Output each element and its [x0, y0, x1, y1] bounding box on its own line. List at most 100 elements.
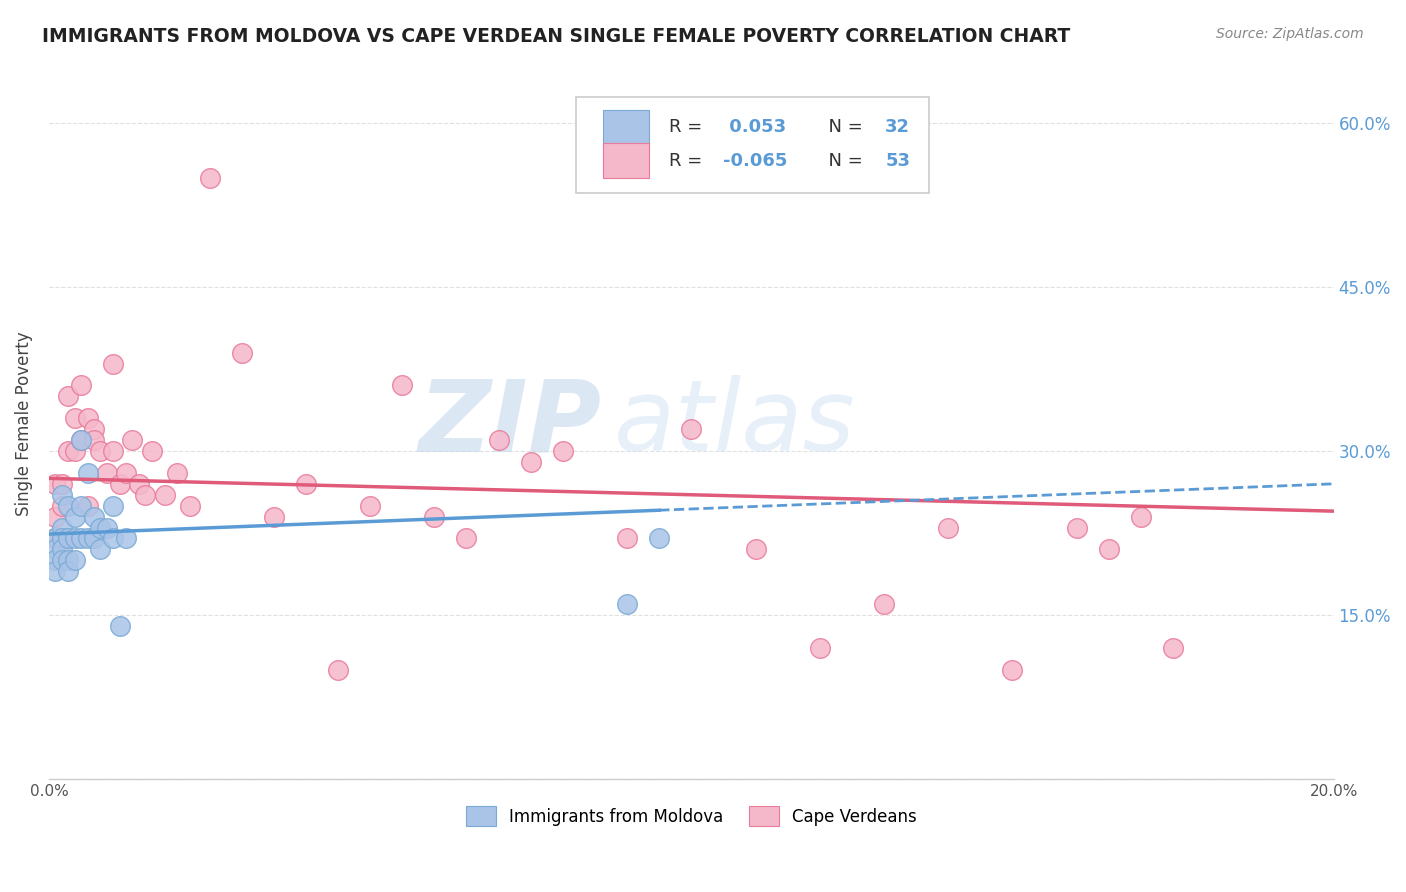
Point — [936, 520, 959, 534]
Point — [108, 619, 131, 633]
Point — [76, 532, 98, 546]
Point — [359, 499, 381, 513]
Point — [70, 532, 93, 546]
Point — [153, 488, 176, 502]
Point — [51, 553, 73, 567]
Point — [76, 466, 98, 480]
Point — [83, 433, 105, 447]
Point — [326, 663, 349, 677]
Point — [70, 433, 93, 447]
Point — [263, 509, 285, 524]
Text: N =: N = — [817, 119, 869, 136]
Y-axis label: Single Female Poverty: Single Female Poverty — [15, 332, 32, 516]
Point — [58, 564, 80, 578]
Point — [295, 476, 318, 491]
Text: 32: 32 — [886, 119, 910, 136]
Point — [519, 455, 541, 469]
Text: ZIP: ZIP — [419, 376, 602, 472]
Point — [58, 389, 80, 403]
Point — [70, 433, 93, 447]
Point — [58, 532, 80, 546]
Point — [51, 488, 73, 502]
Point — [231, 345, 253, 359]
Point — [44, 509, 66, 524]
Point — [134, 488, 156, 502]
Point — [44, 532, 66, 546]
Text: Source: ZipAtlas.com: Source: ZipAtlas.com — [1216, 27, 1364, 41]
Point — [51, 499, 73, 513]
Point — [103, 499, 125, 513]
Point — [51, 542, 73, 557]
Point — [83, 422, 105, 436]
Point — [44, 564, 66, 578]
Point — [89, 542, 111, 557]
Point — [1001, 663, 1024, 677]
Point — [115, 532, 138, 546]
Point — [76, 411, 98, 425]
Point — [128, 476, 150, 491]
Point — [423, 509, 446, 524]
Text: -0.065: -0.065 — [724, 152, 787, 169]
Point — [58, 499, 80, 513]
Point — [141, 444, 163, 458]
Point — [83, 509, 105, 524]
Point — [616, 532, 638, 546]
Point — [391, 378, 413, 392]
Point — [63, 553, 86, 567]
Text: atlas: atlas — [614, 376, 856, 472]
Text: 0.053: 0.053 — [724, 119, 786, 136]
Point — [63, 411, 86, 425]
Point — [51, 476, 73, 491]
FancyBboxPatch shape — [575, 97, 929, 193]
Point — [488, 433, 510, 447]
Text: R =: R = — [669, 152, 709, 169]
Point — [89, 444, 111, 458]
Text: R =: R = — [669, 119, 709, 136]
Point — [1098, 542, 1121, 557]
Point — [198, 170, 221, 185]
Point — [96, 466, 118, 480]
Point — [51, 532, 73, 546]
Point — [744, 542, 766, 557]
Point — [1129, 509, 1152, 524]
Point — [63, 532, 86, 546]
Point — [808, 640, 831, 655]
Point — [76, 499, 98, 513]
Point — [1161, 640, 1184, 655]
Legend: Immigrants from Moldova, Cape Verdeans: Immigrants from Moldova, Cape Verdeans — [457, 797, 925, 835]
Point — [70, 378, 93, 392]
Point — [551, 444, 574, 458]
Point — [70, 499, 93, 513]
Point — [58, 532, 80, 546]
Point — [44, 553, 66, 567]
Point — [648, 532, 671, 546]
Point — [121, 433, 143, 447]
Point — [63, 509, 86, 524]
Text: 53: 53 — [886, 152, 910, 169]
Point — [63, 444, 86, 458]
Point — [58, 553, 80, 567]
Point — [616, 597, 638, 611]
Point — [51, 520, 73, 534]
FancyBboxPatch shape — [603, 144, 650, 178]
Point — [83, 532, 105, 546]
Point — [103, 532, 125, 546]
Point — [44, 532, 66, 546]
Point — [44, 542, 66, 557]
Point — [51, 532, 73, 546]
Text: IMMIGRANTS FROM MOLDOVA VS CAPE VERDEAN SINGLE FEMALE POVERTY CORRELATION CHART: IMMIGRANTS FROM MOLDOVA VS CAPE VERDEAN … — [42, 27, 1070, 45]
FancyBboxPatch shape — [603, 110, 650, 145]
Point — [96, 520, 118, 534]
Point — [1066, 520, 1088, 534]
Text: N =: N = — [817, 152, 869, 169]
Point — [179, 499, 201, 513]
Point — [103, 357, 125, 371]
Point — [166, 466, 188, 480]
Point — [44, 476, 66, 491]
Point — [89, 520, 111, 534]
Point — [456, 532, 478, 546]
Point — [108, 476, 131, 491]
Point — [681, 422, 703, 436]
Point — [58, 444, 80, 458]
Point — [115, 466, 138, 480]
